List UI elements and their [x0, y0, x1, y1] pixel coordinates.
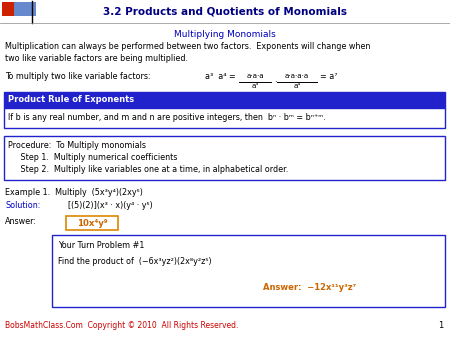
Text: If b is any real number, and m and n are positive integers, then  bⁿ · bᵐ = bⁿ⁺ᵐ: If b is any real number, and m and n are…: [8, 114, 326, 122]
Text: Step 1.  Multiply numerical coefficients: Step 1. Multiply numerical coefficients: [8, 153, 177, 162]
Text: Product Rule of Exponents: Product Rule of Exponents: [8, 96, 134, 104]
Text: Step 2.  Multiply like variables one at a time, in alphabetical order.: Step 2. Multiply like variables one at a…: [8, 165, 288, 174]
Text: a³: a³: [252, 83, 259, 89]
Text: Answer:: Answer:: [5, 217, 37, 226]
Bar: [2, 2, 24, 16]
Text: a·a·a·a: a·a·a·a: [285, 73, 309, 79]
Text: BobsMathClass.Com  Copyright © 2010  All Rights Reserved.: BobsMathClass.Com Copyright © 2010 All R…: [5, 321, 238, 330]
Text: Multiplication can always be performed between two factors.  Exponents will chan: Multiplication can always be performed b…: [5, 42, 370, 63]
Bar: [52, 235, 445, 307]
Text: Procedure:  To Multiply monomials: Procedure: To Multiply monomials: [8, 141, 146, 150]
Text: 1: 1: [438, 321, 443, 330]
Text: ·: ·: [274, 78, 277, 87]
Text: = a⁷: = a⁷: [320, 72, 338, 81]
Text: Your Turn Problem #1: Your Turn Problem #1: [58, 241, 144, 250]
Text: Example 1.  Multiply  (5x³y⁴)(2xy⁵): Example 1. Multiply (5x³y⁴)(2xy⁵): [5, 188, 143, 197]
Text: Multiplying Monomials: Multiplying Monomials: [174, 30, 276, 39]
Text: a·a·a: a·a·a: [246, 73, 264, 79]
Bar: [14, 2, 36, 16]
Text: Find the product of  (−6x³yz²)(2x⁸y²z⁵): Find the product of (−6x³yz²)(2x⁸y²z⁵): [58, 257, 212, 266]
Bar: [4, 136, 445, 180]
Bar: [4, 92, 445, 108]
Text: Answer:  −12x¹¹y³z⁷: Answer: −12x¹¹y³z⁷: [263, 283, 356, 292]
Text: Solution:: Solution:: [5, 201, 40, 210]
Text: [(5)(2)](x³ · x)(y⁴ · y⁵): [(5)(2)](x³ · x)(y⁴ · y⁵): [68, 201, 153, 210]
Text: a⁴: a⁴: [293, 83, 301, 89]
Text: 3.2 Products and Quotients of Monomials: 3.2 Products and Quotients of Monomials: [103, 7, 347, 17]
Bar: [4, 108, 445, 128]
Bar: [66, 216, 118, 230]
Text: 10x⁴y⁹: 10x⁴y⁹: [76, 218, 107, 227]
Text: To multiply two like variable factors:: To multiply two like variable factors:: [5, 72, 151, 81]
Text: a³  a⁴ =: a³ a⁴ =: [205, 72, 236, 81]
